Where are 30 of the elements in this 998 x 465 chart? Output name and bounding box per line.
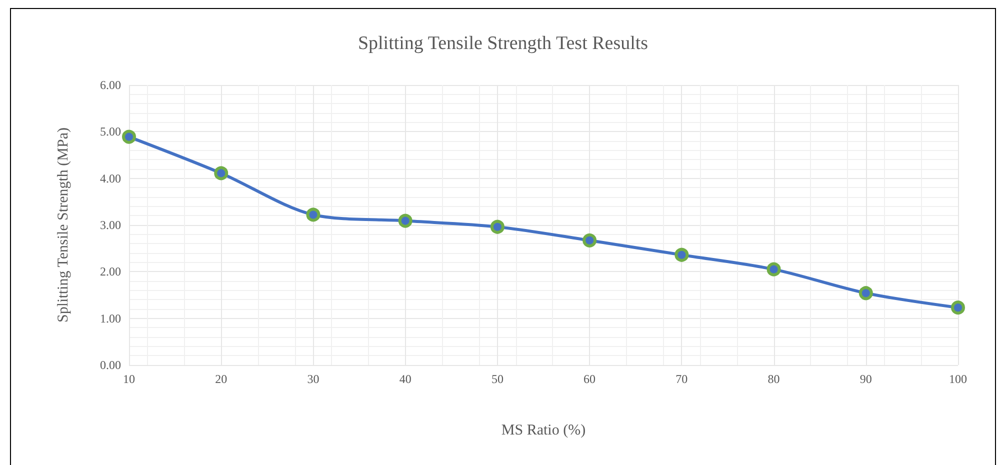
y-tick-label: 0.00 bbox=[100, 358, 121, 372]
chart-title: Splitting Tensile Strength Test Results bbox=[358, 33, 648, 54]
y-tick-label: 6.00 bbox=[100, 78, 121, 92]
y-tick-label: 2.00 bbox=[100, 264, 121, 279]
point bbox=[858, 286, 873, 300]
point bbox=[306, 208, 320, 222]
x-tick-label: 20 bbox=[215, 372, 228, 386]
y-tick-label: 3.00 bbox=[100, 218, 121, 232]
point bbox=[582, 233, 597, 248]
point bbox=[674, 248, 689, 262]
y-tick-label: 1.00 bbox=[100, 311, 121, 326]
point bbox=[398, 214, 412, 228]
x-axis-title: MS Ratio (%) bbox=[501, 422, 586, 438]
x-tick-label: 60 bbox=[584, 372, 596, 386]
x-tick-label: 30 bbox=[307, 372, 320, 386]
x-tick-label: 80 bbox=[768, 372, 780, 386]
point bbox=[122, 130, 136, 144]
x-tick-label: 50 bbox=[491, 372, 504, 386]
y-tick-label: 5.00 bbox=[100, 124, 121, 139]
point bbox=[214, 166, 228, 180]
y-tick-label: 4.00 bbox=[100, 171, 121, 186]
x-tick-label: 10 bbox=[123, 372, 135, 386]
x-tick-label: 40 bbox=[399, 372, 412, 386]
point bbox=[490, 220, 504, 234]
x-tick-label: 100 bbox=[949, 372, 967, 386]
x-tick-label: 70 bbox=[676, 372, 688, 386]
point bbox=[951, 300, 965, 315]
point bbox=[766, 262, 781, 276]
y-axis-title: Splitting Tensile Strength (MPa) bbox=[56, 128, 72, 322]
x-tick-label: 90 bbox=[860, 372, 872, 386]
